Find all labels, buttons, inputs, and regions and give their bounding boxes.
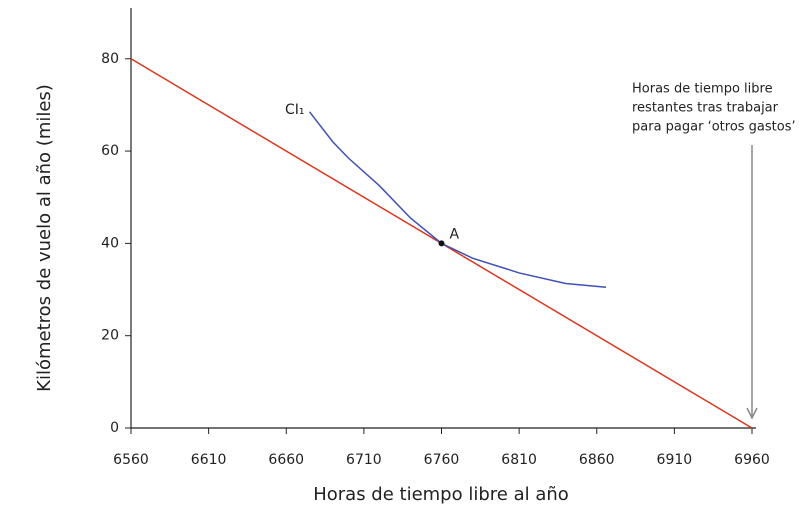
annotation-arrowhead [746, 407, 758, 420]
y-axis-title: Kilómetros de vuelo al año (miles) [34, 84, 55, 392]
y-tick-label: 80 [101, 51, 119, 67]
x-tick-label: 6810 [501, 452, 537, 468]
y-tick-label: 40 [101, 235, 119, 251]
annotation-text: restantes tras trabajar [632, 101, 779, 116]
annotation-text: Horas de tiempo libre [632, 82, 773, 97]
y-tick-label: 60 [101, 143, 119, 159]
x-tick-label: 6960 [734, 452, 770, 468]
point [438, 240, 445, 247]
series-line [308, 111, 607, 288]
x-tick-label: 6560 [113, 452, 149, 468]
x-tick-label: 6910 [657, 452, 693, 468]
x-tick-label: 6860 [579, 452, 615, 468]
curve-label: CI₁ [285, 102, 305, 118]
x-tick-label: 6660 [268, 452, 304, 468]
x-tick-label: 6710 [346, 452, 382, 468]
x-tick-label: 6610 [191, 452, 227, 468]
y-tick-label: 20 [101, 328, 119, 344]
x-axis-title: Horas de tiempo libre al año [313, 484, 569, 505]
point-label: A [450, 226, 460, 242]
y-tick-label: 0 [110, 420, 119, 436]
annotation-text: para pagar ‘otros gastos’ [632, 120, 796, 135]
x-tick-label: 6760 [424, 452, 460, 468]
